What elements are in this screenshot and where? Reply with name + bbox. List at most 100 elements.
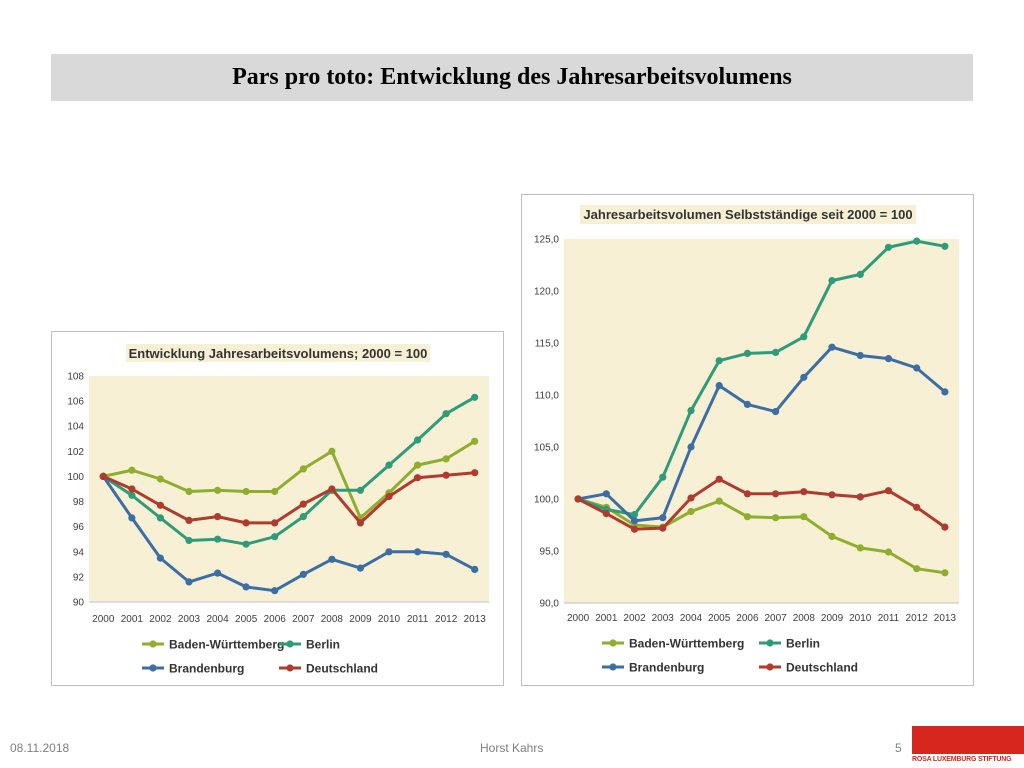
data-point xyxy=(828,277,836,285)
logo-block xyxy=(912,726,1024,754)
x-tick-label: 2009 xyxy=(349,614,372,625)
data-point xyxy=(442,471,450,479)
data-point xyxy=(128,491,136,499)
data-point xyxy=(828,532,836,540)
y-tick-label: 100,0 xyxy=(534,495,559,506)
data-point xyxy=(271,533,279,541)
y-tick-label: 92 xyxy=(73,572,85,583)
chart-title: Entwicklung Jahresarbeitsvolumens; 2000 … xyxy=(129,346,428,361)
data-point xyxy=(687,407,695,415)
legend-label: Brandenburg xyxy=(169,662,244,676)
series-line xyxy=(577,497,946,575)
slide-title: Pars pro toto: Entwicklung des Jahresarb… xyxy=(232,64,792,90)
data-point xyxy=(156,554,164,562)
legend-label: Berlin xyxy=(786,637,820,651)
x-tick-label: 2011 xyxy=(878,613,900,624)
data-point xyxy=(856,493,864,501)
data-point xyxy=(356,486,364,494)
data-point xyxy=(414,436,422,444)
data-point xyxy=(884,243,893,251)
series-line xyxy=(102,440,476,520)
y-tick-label: 96 xyxy=(73,522,85,533)
series-line xyxy=(102,395,476,546)
data-point xyxy=(772,408,780,416)
y-tick-label: 110,0 xyxy=(535,391,560,402)
chart-title-box xyxy=(126,344,430,362)
slide-title-bar: Pars pro toto: Entwicklung des Jahresarb… xyxy=(51,54,973,101)
data-point xyxy=(299,500,307,508)
x-tick-label: 2000 xyxy=(92,614,115,625)
data-point xyxy=(659,514,667,522)
x-tick-label: 2003 xyxy=(652,613,675,624)
x-tick-label: 2003 xyxy=(178,614,201,625)
x-tick-label: 2004 xyxy=(680,613,703,624)
legend-marker xyxy=(766,663,774,671)
data-point xyxy=(913,503,921,511)
legend-marker xyxy=(609,639,617,647)
data-point xyxy=(271,487,279,496)
x-tick-label: 2002 xyxy=(149,614,172,625)
x-tick-label: 2006 xyxy=(264,614,287,625)
x-tick-label: 2005 xyxy=(708,613,731,624)
data-point xyxy=(828,491,836,499)
data-point xyxy=(856,270,864,278)
data-point xyxy=(185,578,193,586)
data-point xyxy=(602,490,610,498)
legend-marker xyxy=(766,639,774,647)
data-point xyxy=(913,364,921,372)
data-point xyxy=(385,548,393,556)
legend-marker xyxy=(149,664,157,672)
x-tick-label: 2004 xyxy=(206,614,229,625)
y-tick-label: 115,0 xyxy=(535,339,560,350)
data-point xyxy=(442,410,450,418)
data-point xyxy=(800,488,808,496)
data-point xyxy=(800,513,808,521)
data-point xyxy=(687,507,695,516)
legend-label: Deutschland xyxy=(306,662,378,676)
data-point xyxy=(385,492,393,501)
x-tick-label: 2001 xyxy=(121,614,144,625)
data-point xyxy=(185,516,193,524)
rosa-luxemburg-logo: ROSA LUXEMBURG STIFTUNG xyxy=(912,726,1024,768)
data-point xyxy=(242,540,250,548)
data-point xyxy=(884,355,893,363)
legend-label: Brandenburg xyxy=(629,661,704,675)
chart-title: Jahresarbeitsvolumen Selbstständige seit… xyxy=(583,207,912,222)
x-tick-label: 2007 xyxy=(764,613,787,624)
data-point xyxy=(356,564,364,572)
x-tick-label: 2007 xyxy=(292,614,315,625)
data-point xyxy=(884,487,893,495)
data-point xyxy=(630,511,639,519)
chart-svg: Jahresarbeitsvolumen Selbstständige seit… xyxy=(534,205,959,675)
y-tick-label: 108 xyxy=(67,372,84,383)
data-point xyxy=(442,550,450,558)
series-line xyxy=(577,477,946,531)
y-tick-label: 102 xyxy=(67,447,84,458)
data-point xyxy=(356,519,364,527)
series-line xyxy=(577,345,946,523)
legend-marker xyxy=(286,664,294,672)
chart-svg: Entwicklung Jahresarbeitsvolumens; 2000 … xyxy=(67,344,489,676)
legend-label: Deutschland xyxy=(786,661,858,675)
data-point xyxy=(743,513,751,521)
data-point xyxy=(299,570,307,578)
x-tick-label: 2005 xyxy=(235,614,258,625)
data-point xyxy=(659,524,667,532)
data-point xyxy=(214,486,222,494)
data-point xyxy=(630,517,639,525)
footer-author: Horst Kahrs xyxy=(480,741,544,755)
x-tick-label: 2008 xyxy=(321,614,344,625)
data-point xyxy=(715,475,723,483)
data-point xyxy=(128,514,136,522)
legend-label: Baden-Württemberg xyxy=(169,638,284,652)
data-point xyxy=(574,495,582,503)
data-point xyxy=(242,487,250,496)
logo-text: ROSA LUXEMBURG STIFTUNG xyxy=(912,756,1012,763)
data-point xyxy=(856,544,864,552)
legend-marker xyxy=(609,663,617,671)
data-point xyxy=(828,343,836,351)
data-point xyxy=(630,525,639,533)
data-point xyxy=(128,466,136,474)
footer-date: 08.11.2018 xyxy=(10,741,70,755)
data-point xyxy=(471,469,479,477)
